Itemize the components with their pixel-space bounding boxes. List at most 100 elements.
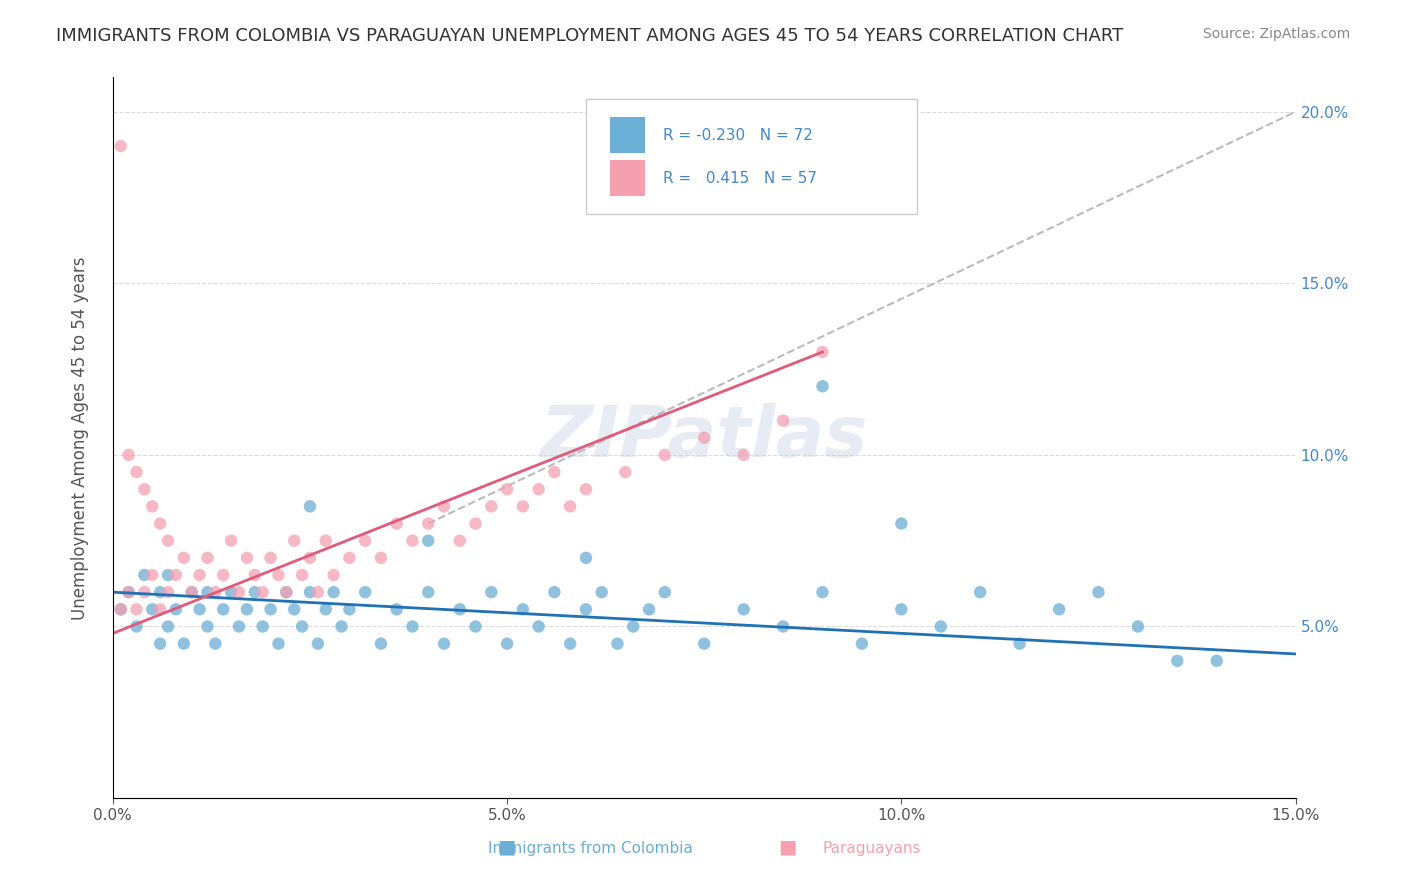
Text: R =   0.415   N = 57: R = 0.415 N = 57: [662, 171, 817, 186]
Point: [165, 568, 187, 582]
Point: [267, 568, 290, 582]
Text: ■: ■: [778, 838, 797, 856]
Point: [259, 602, 281, 616]
Point: [330, 619, 353, 633]
Point: [228, 619, 250, 633]
Point: [117, 585, 139, 599]
Text: ■: ■: [496, 838, 516, 856]
Point: [385, 516, 408, 531]
Point: [693, 431, 716, 445]
Point: [693, 637, 716, 651]
Point: [298, 585, 321, 599]
Point: [252, 585, 274, 599]
Point: [212, 602, 235, 616]
Point: [418, 533, 440, 548]
FancyBboxPatch shape: [610, 117, 645, 153]
Y-axis label: Unemployment Among Ages 45 to 54 years: Unemployment Among Ages 45 to 54 years: [72, 256, 89, 620]
Point: [654, 585, 676, 599]
Point: [236, 602, 259, 616]
Point: [1087, 585, 1109, 599]
Point: [228, 585, 250, 599]
Point: [339, 602, 361, 616]
Point: [117, 585, 139, 599]
Point: [322, 568, 344, 582]
Point: [110, 139, 132, 153]
Point: [283, 602, 305, 616]
FancyBboxPatch shape: [586, 99, 917, 214]
Point: [433, 500, 456, 514]
Text: Immigrants from Colombia: Immigrants from Colombia: [488, 841, 693, 856]
Point: [464, 619, 486, 633]
Point: [141, 602, 163, 616]
Point: [134, 585, 156, 599]
Point: [811, 345, 834, 359]
Point: [157, 619, 180, 633]
Point: [291, 568, 314, 582]
Point: [418, 585, 440, 599]
Point: [512, 500, 534, 514]
Point: [149, 602, 172, 616]
Point: [197, 550, 219, 565]
Point: [385, 602, 408, 616]
Point: [188, 568, 211, 582]
Point: [560, 637, 582, 651]
Point: [591, 585, 613, 599]
Point: [283, 533, 305, 548]
Point: [149, 637, 172, 651]
Point: [110, 602, 132, 616]
Point: [811, 379, 834, 393]
Point: [204, 637, 226, 651]
Point: [219, 533, 242, 548]
Point: [496, 637, 519, 651]
Point: [733, 448, 755, 462]
Point: [464, 516, 486, 531]
Point: [134, 568, 156, 582]
Point: [339, 550, 361, 565]
Point: [527, 619, 550, 633]
Point: [851, 637, 873, 651]
Point: [125, 619, 148, 633]
Point: [1166, 654, 1188, 668]
Point: [110, 602, 132, 616]
Point: [267, 637, 290, 651]
Point: [543, 465, 565, 479]
Point: [890, 516, 912, 531]
Point: [165, 602, 187, 616]
Point: [354, 585, 377, 599]
Point: [479, 585, 502, 599]
Point: [433, 637, 456, 651]
Point: [141, 568, 163, 582]
Point: [560, 500, 582, 514]
Point: [401, 619, 423, 633]
Point: [543, 585, 565, 599]
Point: [180, 585, 202, 599]
Point: [654, 448, 676, 462]
Text: R = -0.230   N = 72: R = -0.230 N = 72: [662, 128, 813, 143]
Point: [252, 619, 274, 633]
Point: [449, 602, 471, 616]
Text: ZIPatlas: ZIPatlas: [540, 403, 868, 472]
Point: [575, 602, 598, 616]
Point: [370, 550, 392, 565]
Point: [219, 585, 242, 599]
Point: [614, 465, 637, 479]
Point: [496, 482, 519, 496]
Point: [1047, 602, 1070, 616]
Point: [212, 568, 235, 582]
Point: [575, 482, 598, 496]
Point: [276, 585, 298, 599]
Point: [606, 637, 628, 651]
Point: [929, 619, 952, 633]
Point: [173, 550, 195, 565]
Point: [1008, 637, 1031, 651]
Point: [621, 619, 644, 633]
Point: [401, 533, 423, 548]
Point: [117, 448, 139, 462]
Point: [315, 602, 337, 616]
Point: [772, 619, 794, 633]
Text: Source: ZipAtlas.com: Source: ZipAtlas.com: [1202, 27, 1350, 41]
Point: [291, 619, 314, 633]
Point: [479, 500, 502, 514]
Point: [298, 500, 321, 514]
Point: [157, 568, 180, 582]
